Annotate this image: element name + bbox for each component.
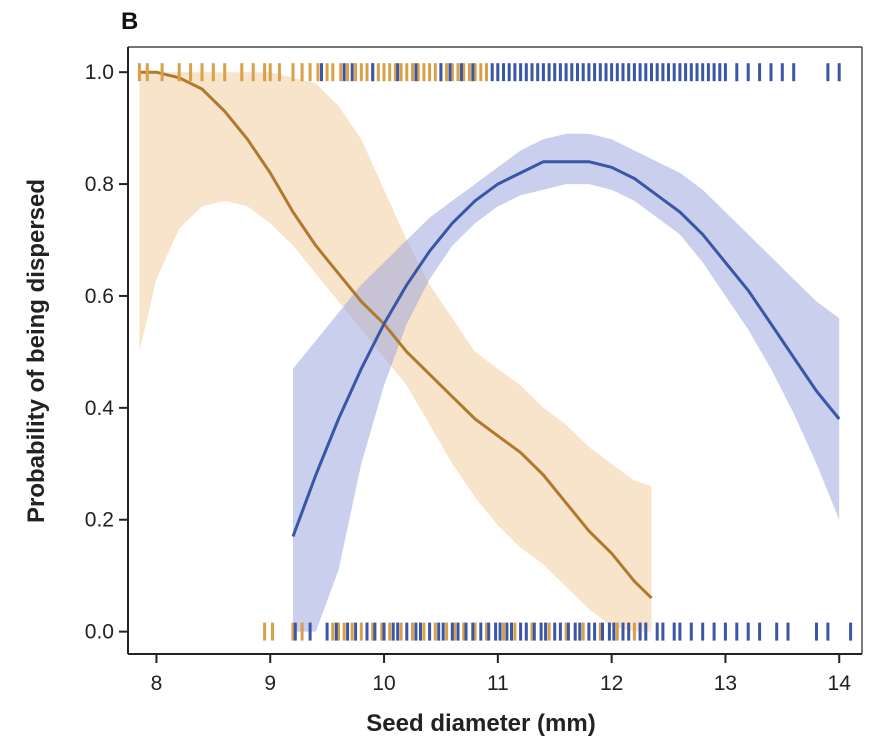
y-tick-label: 0.8	[85, 173, 114, 196]
x-axis-title: Seed diameter (mm)	[366, 710, 595, 737]
panel-label: B	[121, 8, 138, 35]
axes: 8 9 10 11 12 13 14 0.0 0.2 0.4 0.6 0.8 1.0	[85, 46, 863, 695]
x-tick-label: 12	[600, 672, 623, 695]
confidence-band-1	[293, 133, 840, 632]
y-tick-label: 0.4	[85, 397, 115, 420]
series-line-1	[291, 160, 841, 538]
y-tick-label: 0.0	[85, 621, 114, 644]
x-tick-label: 8	[151, 672, 163, 695]
x-tick-label: 14	[828, 672, 852, 695]
x-tick-label: 9	[264, 672, 276, 695]
x-tick-label: 11	[487, 672, 509, 695]
y-axis-title: Probability of being dispersed	[23, 179, 50, 523]
series-line-0	[139, 70, 653, 600]
x-tick-label: 10	[372, 672, 395, 695]
x-tick-label: 13	[714, 672, 737, 695]
y-tick-label: 0.6	[85, 285, 114, 308]
plot-area	[137, 63, 853, 641]
y-tick-label: 0.2	[85, 509, 114, 532]
y-tick-label: 1.0	[85, 61, 114, 84]
